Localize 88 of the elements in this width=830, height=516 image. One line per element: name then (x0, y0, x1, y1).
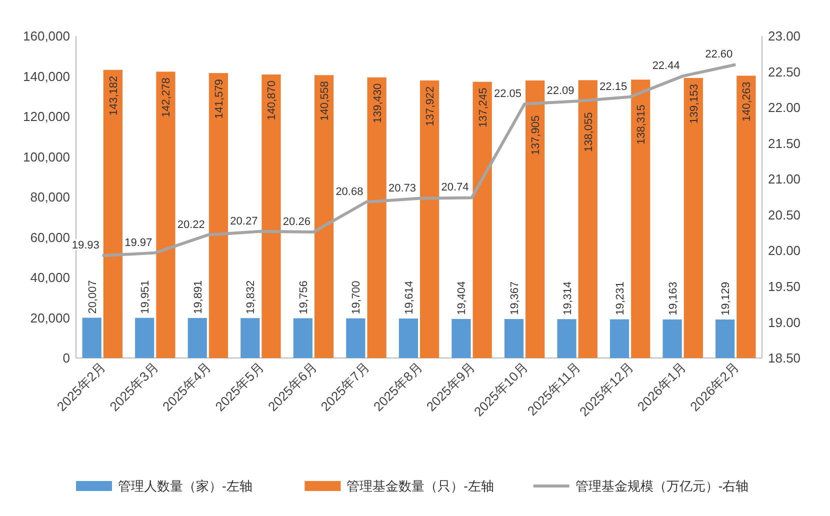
y-tick-label: 20,000 (30, 310, 70, 326)
bar (557, 319, 576, 358)
data-label: 19,314 (562, 281, 574, 316)
legend-label: 管理基金数量（只）-左轴 (346, 478, 494, 494)
data-label: 138,055 (582, 112, 595, 152)
bar (240, 318, 260, 358)
data-label: 20,007 (86, 280, 99, 314)
bar (156, 72, 176, 358)
y2-tick-label: 20.00 (768, 243, 801, 258)
bar (103, 70, 122, 358)
bar (452, 318, 471, 358)
y2-tick-label: 21.50 (768, 136, 801, 151)
data-label: 19,832 (245, 280, 258, 314)
y2-tick-label: 21.00 (768, 172, 801, 187)
y2-tick-label: 19.00 (768, 314, 801, 330)
data-label: 19,756 (298, 280, 310, 314)
data-label: 19,700 (350, 280, 363, 314)
legend-label: 管理人数量（家）-左轴 (118, 478, 252, 494)
bar (346, 318, 366, 358)
y2-tick-label: 22.00 (768, 100, 801, 116)
y-tick-label: 140,000 (23, 68, 70, 84)
data-label: 19,231 (614, 282, 627, 316)
data-label: 22.44 (652, 60, 680, 72)
data-label: 19,404 (456, 281, 468, 315)
data-label: 19,129 (720, 282, 732, 316)
bar (188, 318, 207, 358)
y-tick-label: 60,000 (30, 230, 70, 245)
y2-tick-label: 19.50 (768, 278, 801, 294)
y2-tick-label: 22.50 (768, 64, 801, 80)
data-label: 20.68 (336, 186, 364, 198)
bar (314, 75, 334, 358)
y-tick-label: 100,000 (23, 149, 70, 164)
data-label: 141,579 (213, 79, 226, 119)
data-label: 19,163 (667, 282, 680, 316)
data-label: 19,614 (403, 280, 416, 315)
bar (716, 320, 735, 358)
y2-tick-label: 23.00 (768, 28, 801, 44)
bar (631, 80, 650, 358)
data-label: 143,182 (108, 76, 120, 116)
data-label: 137,905 (530, 115, 542, 156)
bar (82, 318, 102, 358)
data-label: 22.09 (546, 85, 574, 98)
data-label: 139,430 (372, 83, 384, 124)
bar (135, 318, 154, 358)
y-tick-label: 80,000 (30, 190, 70, 205)
data-label: 139,153 (688, 84, 700, 124)
bar (472, 82, 492, 358)
y-tick-label: 40,000 (30, 270, 70, 286)
data-label: 20.27 (230, 215, 258, 228)
y-tick-label: 0 (62, 350, 70, 366)
bar (262, 74, 281, 358)
data-label: 22.05 (494, 88, 522, 100)
y-tick-label: 120,000 (23, 109, 70, 124)
bar (662, 319, 682, 358)
data-label: 20.22 (177, 218, 205, 231)
data-label: 19,951 (140, 280, 152, 314)
data-label: 19.93 (72, 240, 100, 252)
data-label: 138,315 (636, 104, 648, 144)
bar (526, 80, 545, 358)
data-label: 142,278 (160, 78, 173, 118)
line-series (100, 63, 738, 258)
bar (208, 73, 228, 358)
y2-tick-label: 20.50 (768, 207, 801, 222)
data-label: 140,558 (319, 81, 332, 121)
bar (293, 318, 312, 358)
legend-label: 管理基金规模（万亿元）-右轴 (575, 478, 749, 494)
y2-tick-label: 18.50 (768, 350, 801, 366)
bar (504, 319, 524, 358)
data-label: 22.15 (600, 80, 628, 93)
data-label: 20.26 (282, 216, 310, 228)
bar (578, 80, 598, 358)
bar (367, 77, 386, 358)
data-label: 140,870 (266, 80, 278, 120)
data-label: 20.74 (441, 182, 469, 194)
data-label: 22.60 (705, 48, 733, 61)
y-tick-label: 160,000 (23, 28, 70, 44)
bar (610, 319, 630, 358)
data-label: 19,891 (192, 280, 204, 314)
data-label: 20.73 (388, 182, 416, 194)
data-label: 140,263 (741, 82, 754, 122)
bar (420, 80, 440, 358)
bar (684, 78, 703, 358)
bar (736, 76, 756, 358)
data-label: 19,367 (508, 281, 521, 316)
bar (398, 318, 418, 358)
data-label: 137,922 (424, 86, 437, 126)
data-label: 19.97 (124, 236, 152, 249)
data-label: 137,245 (477, 88, 490, 128)
